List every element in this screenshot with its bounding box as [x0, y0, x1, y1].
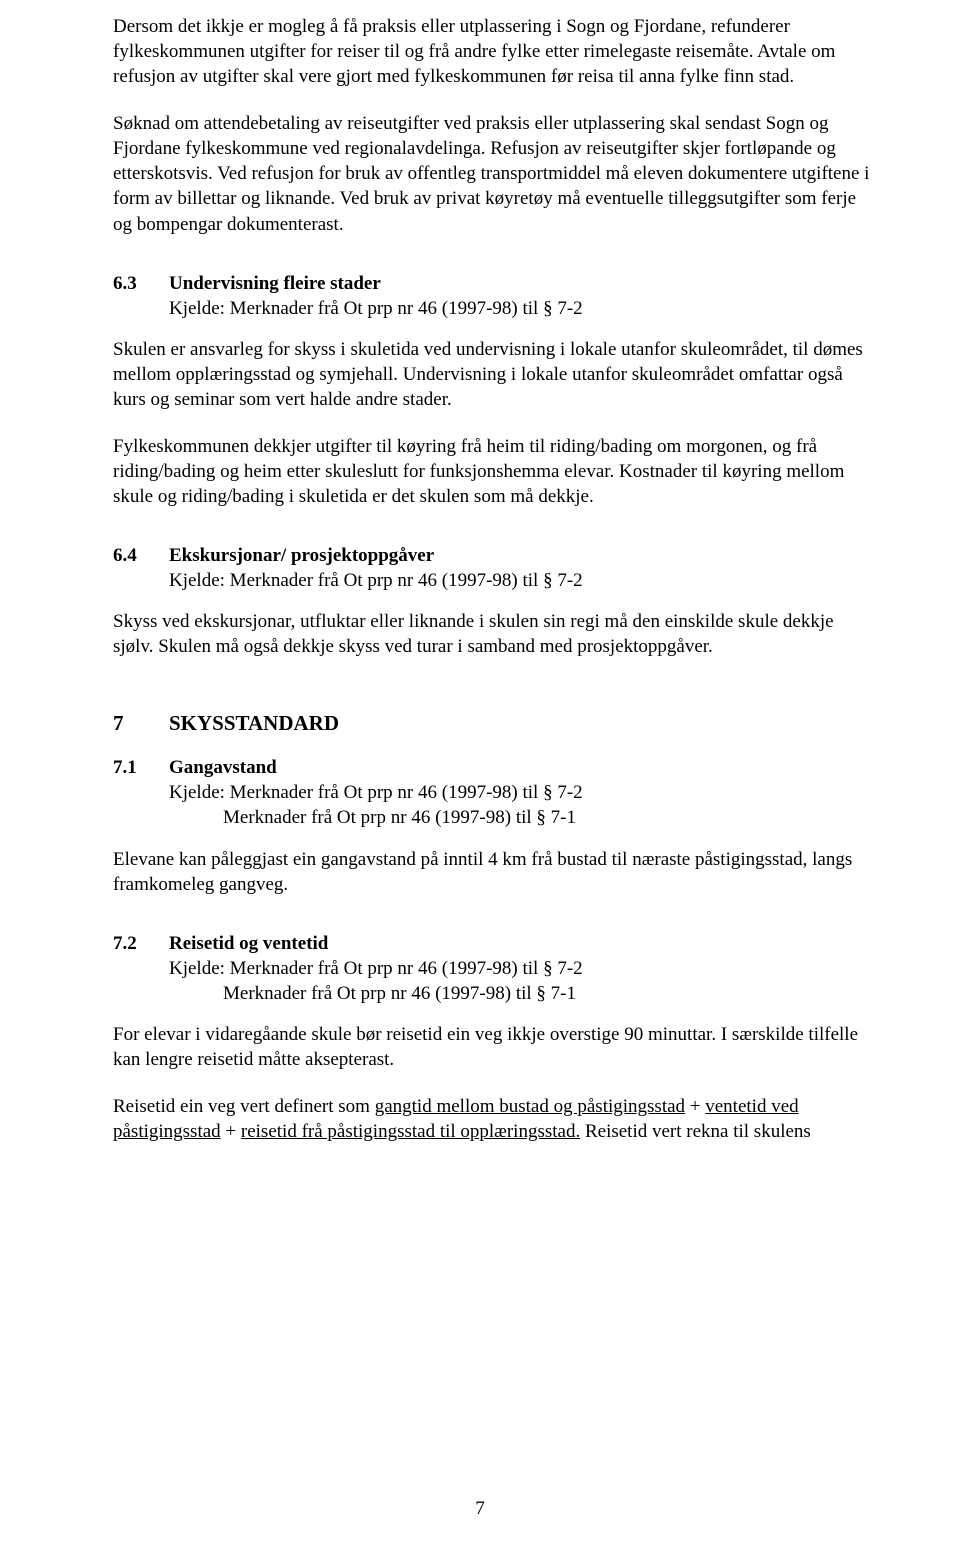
section-6-4: 6.4 Ekskursjonar/ prosjektoppgåver Kjeld… — [113, 543, 870, 659]
section-number: 7 — [113, 710, 141, 738]
section-title: Gangavstand — [169, 755, 277, 780]
text-run: + — [221, 1121, 241, 1142]
body-paragraph: Søknad om attendebetaling av reiseutgift… — [113, 111, 870, 236]
text-run: Reisetid ein veg vert definert som — [113, 1096, 375, 1117]
body-paragraph: Elevane kan påleggjast ein gangavstand p… — [113, 847, 870, 897]
body-paragraph: Reisetid ein veg vert definert som gangt… — [113, 1094, 870, 1144]
section-number: 6.4 — [113, 543, 141, 568]
source-line: Kjelde: Merknader frå Ot prp nr 46 (1997… — [169, 568, 870, 593]
page-number: 7 — [0, 1496, 960, 1521]
body-paragraph: Skulen er ansvarleg for skyss i skuletid… — [113, 337, 870, 412]
text-run: + — [685, 1096, 705, 1117]
section-number: 7.1 — [113, 755, 141, 780]
section-title: SKYSSTANDARD — [169, 710, 339, 738]
body-paragraph: Fylkeskommunen dekkjer utgifter til køyr… — [113, 434, 870, 509]
text-run: Reisetid vert rekna til skulens — [580, 1121, 811, 1142]
section-7: 7 SKYSSTANDARD — [113, 710, 870, 738]
section-number: 6.3 — [113, 271, 141, 296]
source-line: Kjelde: Merknader frå Ot prp nr 46 (1997… — [169, 956, 870, 981]
underlined-text: gangtid mellom bustad og påstigingsstad — [375, 1096, 685, 1117]
body-paragraph: Dersom det ikkje er mogleg å få praksis … — [113, 14, 870, 89]
section-title: Reisetid og ventetid — [169, 931, 328, 956]
source-line: Merknader frå Ot prp nr 46 (1997-98) til… — [223, 805, 870, 830]
section-7-1: 7.1 Gangavstand Kjelde: Merknader frå Ot… — [113, 755, 870, 896]
section-title: Ekskursjonar/ prosjektoppgåver — [169, 543, 434, 568]
body-paragraph: Skyss ved ekskursjonar, utfluktar eller … — [113, 609, 870, 659]
body-paragraph: For elevar i vidaregåande skule bør reis… — [113, 1022, 870, 1072]
source-line: Kjelde: Merknader frå Ot prp nr 46 (1997… — [169, 296, 870, 321]
section-number: 7.2 — [113, 931, 141, 956]
section-title: Undervisning fleire stader — [169, 271, 381, 296]
document-page: Dersom det ikkje er mogleg å få praksis … — [0, 0, 960, 1543]
section-7-2: 7.2 Reisetid og ventetid Kjelde: Merknad… — [113, 931, 870, 1145]
source-line: Merknader frå Ot prp nr 46 (1997-98) til… — [223, 981, 870, 1006]
source-line: Kjelde: Merknader frå Ot prp nr 46 (1997… — [169, 780, 870, 805]
section-6-3: 6.3 Undervisning fleire stader Kjelde: M… — [113, 271, 870, 510]
underlined-text: reisetid frå påstigingsstad til opplærin… — [241, 1121, 580, 1142]
